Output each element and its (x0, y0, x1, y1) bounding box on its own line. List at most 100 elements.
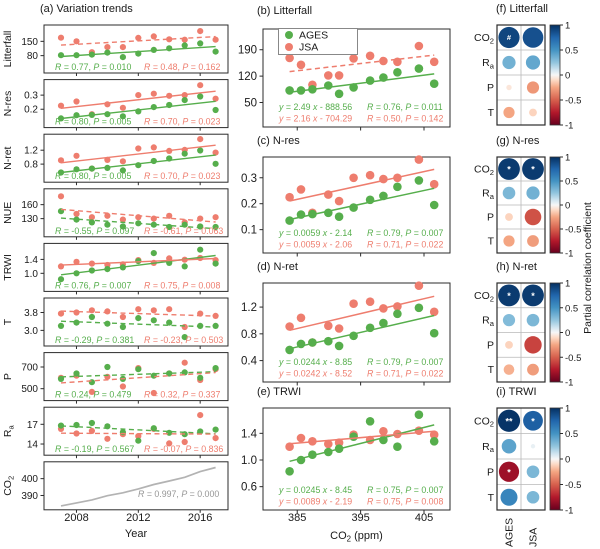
scatter-point-jsa (212, 95, 219, 102)
tspan: R (55, 280, 64, 290)
scatter-point-ages (379, 318, 388, 328)
tspan: = (105, 226, 113, 236)
scatter-point-ages (135, 437, 142, 444)
panel-c-title: (c) N-res (257, 135, 300, 147)
matrix-col-label-jsa: JSA (528, 528, 540, 547)
tspan: (d) N-ret (257, 261, 298, 273)
correlation-dot (522, 284, 544, 307)
tspan: 0.0089 (293, 497, 322, 507)
scatter-point-ages (197, 147, 204, 154)
tspan: T (488, 107, 495, 119)
scatter-point-ages (414, 176, 424, 185)
tspan: P (185, 335, 193, 345)
x-tick-label: 2016 (188, 512, 212, 524)
scatter-point-jsa (429, 307, 439, 317)
legend-label-ages: AGES (299, 30, 328, 42)
y-tick-label: 1.2 (24, 146, 38, 157)
trend-line-jsa (60, 208, 216, 223)
tspan: 0.75, (160, 280, 182, 290)
scatter-point-ages (181, 42, 188, 49)
correlation-dot (502, 314, 516, 327)
x-tick-label: 2012 (126, 512, 150, 524)
significance-marker: * (531, 291, 535, 301)
tspan: = (286, 357, 294, 367)
tspan: -0.55, (71, 226, 96, 236)
tspan: = (105, 444, 113, 454)
tspan: 2.14 (335, 228, 352, 238)
tspan: R (144, 335, 153, 345)
trend-line-ages (60, 371, 216, 378)
scatter-point-ages (393, 68, 402, 77)
correlation-dot (497, 409, 521, 432)
scatter-point-jsa (150, 90, 157, 97)
tspan: N-ret (2, 146, 14, 169)
panel-a-row-N-res: 0.3 0.2 N-res R = 0.80, P = 0.005 R = 0.70, … (2, 79, 229, 131)
tspan: = (376, 228, 384, 238)
tspan: 0.503 (201, 335, 223, 345)
scatter-point-ages (57, 276, 65, 283)
tspan: R (367, 228, 376, 238)
correlation-dot (506, 84, 512, 91)
scatter-point-ages (429, 200, 439, 210)
tspan: R (367, 102, 376, 112)
significance-marker: ** (505, 416, 513, 426)
y-tick-label: 3.8 (24, 308, 38, 319)
tspan: CO (2, 480, 14, 496)
tspan: R (482, 188, 490, 200)
scatter-point-ages (334, 341, 344, 351)
tspan: Year (125, 528, 148, 540)
stat-text-jsa: R = -0.23, P = 0.503 (144, 335, 223, 345)
tspan: a (490, 319, 495, 328)
tspan: R (367, 485, 376, 495)
stat-text-ages: R = 0.80, P = 0.005 (55, 117, 131, 127)
y-tick-label: 130 (21, 214, 38, 225)
scatter-point-jsa (296, 313, 306, 323)
trend-line-ages (289, 314, 435, 350)
scatter-point-jsa (73, 309, 80, 316)
matrix-row-label: P (487, 339, 494, 351)
tspan: = (64, 280, 72, 290)
stat-text-jsa: R = 0.75, P = 0.008 (367, 497, 443, 507)
scatter-point-jsa (197, 412, 204, 419)
tspan: = (376, 369, 384, 379)
scatter-point-ages (334, 212, 344, 221)
matrix-row-label: CO2 (474, 290, 494, 303)
tspan: 0.000 (197, 489, 219, 499)
scatter-point-jsa (365, 51, 375, 61)
tspan: 0.011 (421, 102, 442, 112)
tspan: y (278, 369, 286, 379)
stat-text-ages: R = 0.76, P = 0.007 (55, 280, 131, 290)
scatter-point-ages (73, 319, 80, 326)
y-tick-label: 1.4 (241, 428, 258, 440)
y-tick-label: 0.3 (24, 91, 38, 102)
scatter-point-jsa (296, 433, 306, 443)
stat-text-jsa: R = -0.61, P = 0.063 (144, 226, 223, 236)
scatter-point-jsa (379, 427, 388, 436)
tspan: = (102, 117, 110, 127)
matrix-row-label: P (487, 212, 494, 224)
scatter-point-ages (429, 437, 439, 446)
correlation-dot (503, 235, 515, 247)
tspan: -0.61, (160, 226, 185, 236)
scatter-point-jsa (104, 373, 111, 380)
x-tick-label: 395 (351, 512, 369, 524)
stat-text-ages: R = 0.79, P = 0.007 (367, 228, 443, 238)
tspan: 0.70, (160, 117, 182, 127)
row-label: NUE (2, 202, 14, 224)
scatter-point-jsa (197, 28, 204, 35)
row-label: Litterfall (2, 31, 14, 68)
scatter-point-jsa (88, 388, 95, 395)
tspan: TRWI (2, 254, 14, 281)
tspan: 0.381 (112, 335, 134, 345)
scatter-point-ages (365, 76, 375, 85)
tspan: 0.007 (421, 228, 443, 238)
tspan: - (330, 485, 335, 495)
tspan: 0.997, (154, 489, 181, 499)
scatter-point-ages (150, 425, 157, 432)
plot-box (43, 133, 229, 183)
matrix-row-label: CO2 (474, 164, 494, 177)
tspan: P (93, 62, 101, 72)
